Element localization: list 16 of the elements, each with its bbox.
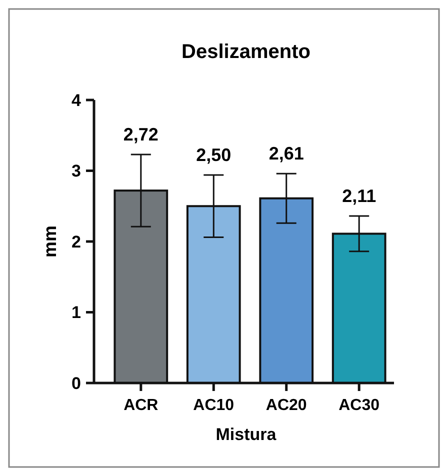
data-label: 2,72 bbox=[123, 124, 158, 144]
y-tick-label: 3 bbox=[72, 162, 81, 181]
data-label: 2,61 bbox=[268, 144, 304, 164]
x-axis-title: Mistura bbox=[216, 425, 277, 444]
y-tick-label: 4 bbox=[72, 90, 82, 110]
x-tick-label: AC30 bbox=[338, 397, 380, 414]
data-label: 2,11 bbox=[342, 186, 376, 206]
x-tick-label: AC20 bbox=[266, 397, 307, 414]
y-tick-label: 1 bbox=[72, 303, 81, 322]
chart-title: Deslizamento bbox=[182, 41, 310, 63]
y-tick-label: 0 bbox=[72, 374, 81, 393]
y-axis-title: mm bbox=[40, 225, 60, 258]
y-tick-label: 2 bbox=[72, 232, 81, 252]
x-tick-label: AC10 bbox=[193, 397, 234, 414]
x-tick-label: ACR bbox=[124, 397, 159, 414]
data-label: 2,50 bbox=[196, 144, 232, 165]
